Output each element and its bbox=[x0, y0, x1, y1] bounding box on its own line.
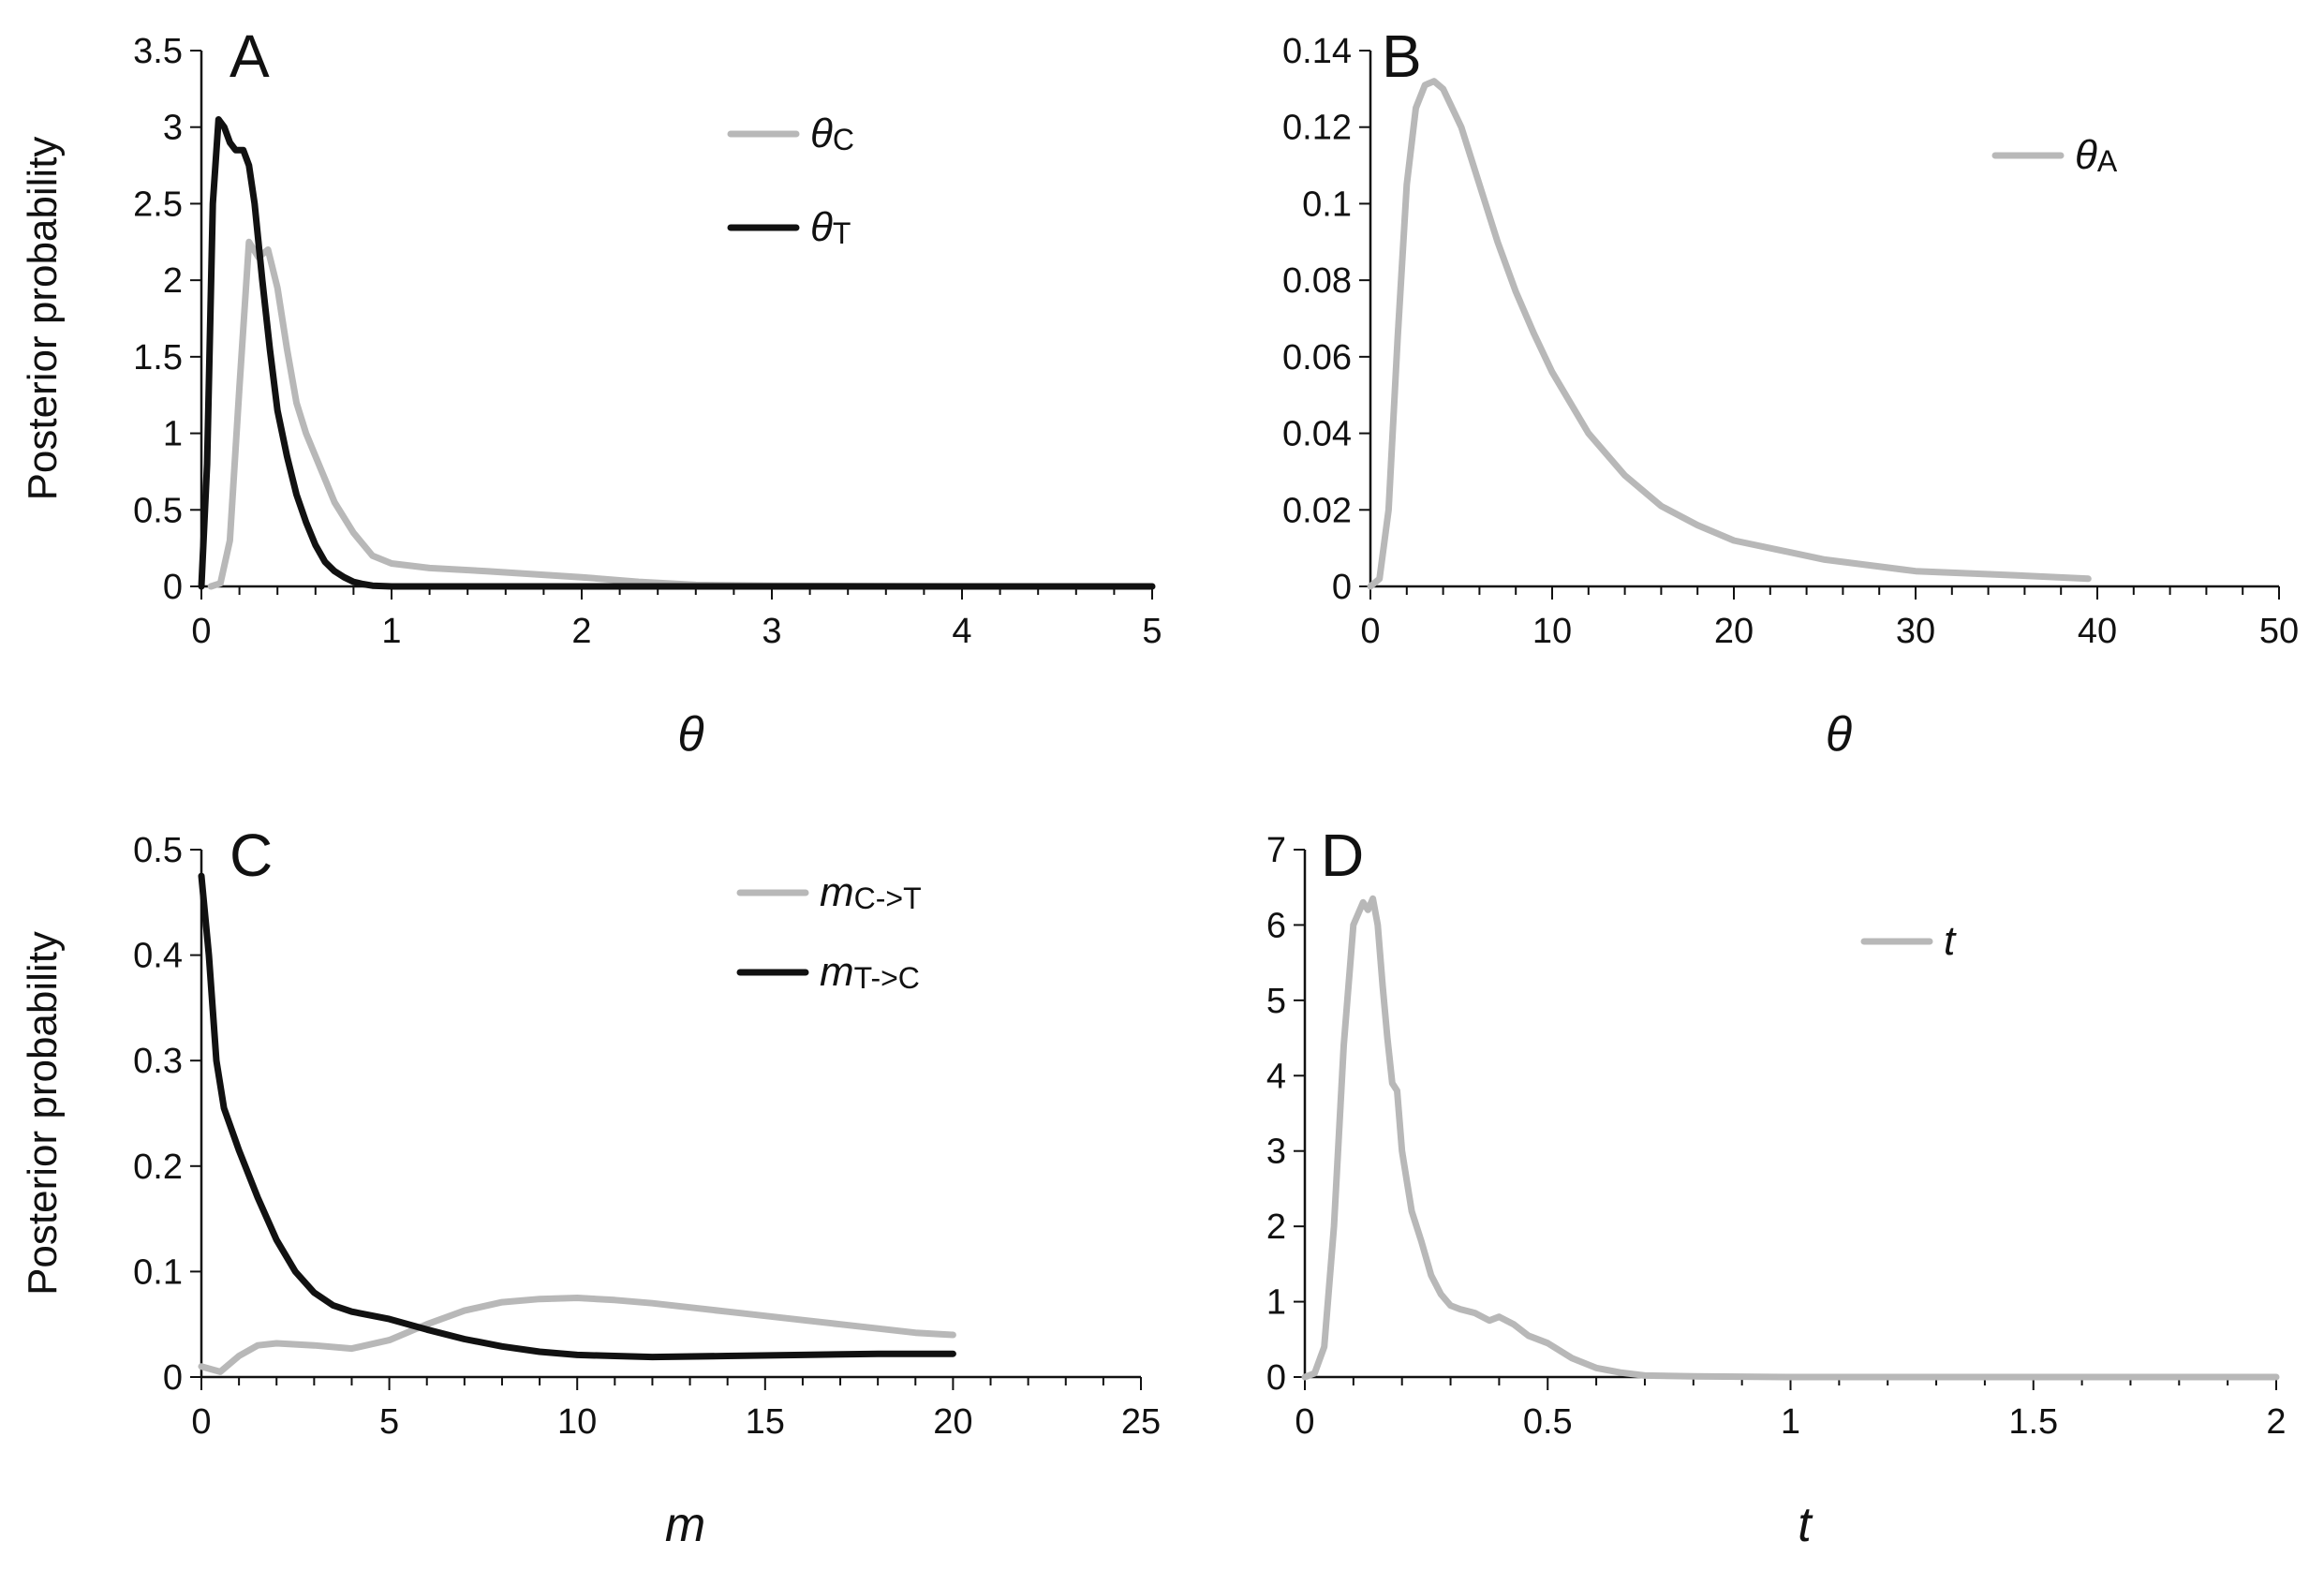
y-tick-label: 0.04 bbox=[1282, 415, 1352, 454]
legend-label: t bbox=[1944, 918, 1957, 964]
y-tick-label: 7 bbox=[1266, 831, 1286, 870]
y-tick-label: 1 bbox=[163, 415, 183, 454]
panel-letter: C bbox=[229, 822, 273, 889]
x-axis-title: θ bbox=[677, 707, 703, 762]
legend-main: θ bbox=[810, 111, 833, 156]
panel-letter: A bbox=[229, 22, 270, 90]
y-tick-label: 0.1 bbox=[1302, 185, 1352, 224]
x-axis-title: t bbox=[1798, 1498, 1813, 1552]
legend-sub: T bbox=[833, 216, 851, 250]
series-line-θC bbox=[207, 238, 1156, 590]
series-line-θT bbox=[198, 116, 1156, 590]
x-tick-label: 50 bbox=[2259, 612, 2299, 651]
series-line-θA bbox=[1367, 78, 2092, 590]
panel-d: 0 0.5 1 1.5 2 0 1 2 3 4 5 6 7 t Dt bbox=[1266, 822, 2287, 1552]
y-tick-label: 0.5 bbox=[133, 491, 183, 530]
x-tick-label: 1.5 bbox=[2008, 1402, 2058, 1442]
x-tick-label: 20 bbox=[1714, 612, 1754, 651]
x-tick-label: 10 bbox=[1532, 612, 1572, 651]
x-tick-label: 0 bbox=[191, 612, 211, 651]
x-axis-title: m bbox=[665, 1498, 705, 1552]
legend-main: m bbox=[820, 949, 854, 995]
series-line-t bbox=[1301, 895, 2280, 1381]
x-tick-label: 1 bbox=[381, 612, 401, 651]
y-axis-title: Posterior probability bbox=[20, 931, 66, 1296]
y-tick-label: 3 bbox=[163, 109, 183, 148]
x-tick-label: 0 bbox=[1295, 1402, 1314, 1442]
legend-main: θ bbox=[2075, 132, 2097, 178]
series-line-mT->C bbox=[198, 872, 956, 1361]
x-axis-title: θ bbox=[1826, 707, 1852, 762]
x-tick-label: 2 bbox=[571, 612, 591, 651]
x-tick-label: 0 bbox=[1360, 612, 1380, 651]
y-tick-label: 0.14 bbox=[1282, 32, 1352, 71]
y-tick-label: 1 bbox=[1266, 1283, 1286, 1323]
y-tick-label: 4 bbox=[1266, 1057, 1286, 1096]
legend-label: θA bbox=[2075, 132, 2118, 178]
y-tick-label: 2.5 bbox=[133, 185, 183, 224]
x-tick-label: 30 bbox=[1896, 612, 1935, 651]
panel-b: 0 10 20 30 40 50 0 0.02 0.04 0.06 0.08 0.1 0.12 0.14 θ… bbox=[1282, 22, 2299, 762]
legend-sub: A bbox=[2097, 144, 2118, 178]
legend-label: θT bbox=[810, 204, 851, 250]
y-tick-label: 0.12 bbox=[1282, 109, 1352, 148]
y-tick-label: 2 bbox=[1266, 1207, 1286, 1247]
legend-label: mC->T bbox=[820, 869, 922, 915]
y-tick-label: 0.4 bbox=[133, 937, 183, 976]
x-tick-label: 2 bbox=[2266, 1402, 2286, 1442]
x-tick-label: 0 bbox=[191, 1402, 211, 1442]
y-tick-label: 0.02 bbox=[1282, 491, 1352, 530]
legend-main: t bbox=[1944, 918, 1957, 964]
y-tick-label: 0 bbox=[1332, 568, 1352, 607]
y-axis-title: Posterior probability bbox=[20, 137, 66, 501]
legend-main: θ bbox=[810, 204, 833, 250]
y-tick-label: 0.08 bbox=[1282, 261, 1352, 301]
legend-main: m bbox=[820, 869, 854, 915]
x-tick-label: 20 bbox=[933, 1402, 972, 1442]
y-tick-label: 0 bbox=[1266, 1358, 1286, 1398]
x-tick-label: 5 bbox=[1142, 612, 1162, 651]
y-tick-label: 0.06 bbox=[1282, 338, 1352, 378]
series-line-mC->T bbox=[198, 1295, 956, 1375]
y-tick-label: 2 bbox=[163, 261, 183, 301]
legend-sub: C bbox=[833, 123, 854, 156]
panel-c: 0 5 10 15 20 25 0 0.1 0.2 0.3 0.4 0.5 m Posterior pro… bbox=[20, 822, 1161, 1552]
x-tick-label: 10 bbox=[557, 1402, 597, 1442]
y-tick-label: 0.2 bbox=[133, 1148, 183, 1187]
y-tick-label: 6 bbox=[1266, 906, 1286, 945]
panel-a: 0 1 2 3 4 5 0 0.5 1 1.5 2 2.5 3 3.5 θ Posterior probabi… bbox=[20, 22, 1162, 762]
x-tick-label: 3 bbox=[762, 612, 781, 651]
x-tick-label: 15 bbox=[746, 1402, 785, 1442]
legend-sub: C->T bbox=[854, 881, 922, 915]
x-tick-label: 5 bbox=[379, 1402, 399, 1442]
y-tick-label: 1.5 bbox=[133, 338, 183, 378]
x-tick-label: 4 bbox=[952, 612, 971, 651]
y-tick-label: 5 bbox=[1266, 982, 1286, 1021]
x-tick-label: 0.5 bbox=[1523, 1402, 1573, 1442]
x-tick-label: 40 bbox=[2078, 612, 2117, 651]
x-tick-label: 25 bbox=[1121, 1402, 1161, 1442]
y-tick-label: 3 bbox=[1266, 1133, 1286, 1172]
y-tick-label: 0 bbox=[163, 568, 183, 607]
y-tick-label: 0.1 bbox=[133, 1252, 183, 1292]
panel-letter: B bbox=[1382, 22, 1422, 90]
legend-sub: T->C bbox=[854, 961, 920, 995]
legend-label: θC bbox=[810, 111, 854, 156]
x-tick-label: 1 bbox=[1781, 1402, 1800, 1442]
legend-label: mT->C bbox=[820, 949, 920, 995]
y-tick-label: 0 bbox=[163, 1358, 183, 1398]
y-tick-label: 3.5 bbox=[133, 32, 183, 71]
panel-letter: D bbox=[1321, 822, 1364, 889]
y-tick-label: 0.5 bbox=[133, 831, 183, 870]
y-tick-label: 0.3 bbox=[133, 1042, 183, 1081]
